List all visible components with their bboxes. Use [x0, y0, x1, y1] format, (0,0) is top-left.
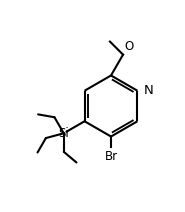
Text: Br: Br	[105, 150, 117, 163]
Text: N: N	[143, 84, 153, 97]
Text: O: O	[124, 40, 133, 53]
Text: Si: Si	[58, 127, 69, 140]
